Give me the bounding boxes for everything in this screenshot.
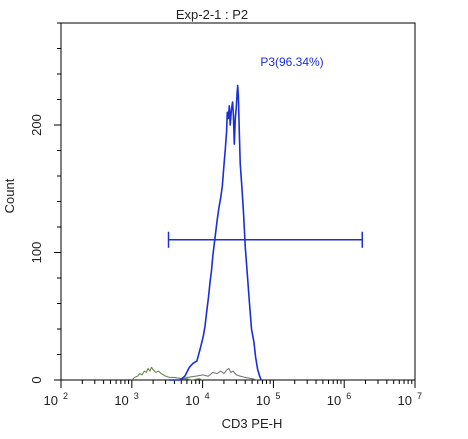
x-tick-label-exponent: 3 <box>134 391 139 401</box>
x-tick-label-base: 10 <box>44 393 58 408</box>
plot-frame <box>60 22 416 381</box>
x-tick-label-exponent: 7 <box>417 391 422 401</box>
y-axis-label: Count <box>2 178 17 213</box>
x-tick-label-base: 10 <box>114 393 128 408</box>
x-axis: 10 2 10 3 10 4 10 5 10 6 10 7 <box>44 380 422 408</box>
x-tick-label-base: 10 <box>256 393 270 408</box>
x-tick-label-exponent: 4 <box>205 391 210 401</box>
x-tick-label-exponent: 5 <box>275 391 280 401</box>
x-axis-label: CD3 PE-H <box>222 416 283 431</box>
series-line <box>168 367 258 381</box>
gate-group: P3(96.34%) <box>167 55 364 248</box>
x-minor-ticks <box>81 380 413 384</box>
series-line <box>168 84 262 381</box>
y-axis: 0 100 200 <box>29 22 61 384</box>
x-tick-label-exponent: 6 <box>346 391 351 401</box>
chart-title: Exp-2-1 : P2 <box>176 7 248 22</box>
x-tick-label-exponent: 2 <box>63 391 68 401</box>
x-tick-label-base: 10 <box>327 393 341 408</box>
y-tick-label: 0 <box>29 376 44 383</box>
x-tick-label-base: 10 <box>185 393 199 408</box>
series-line <box>131 366 203 381</box>
series-group <box>131 84 262 381</box>
gate-label: P3(96.34%) <box>260 55 323 69</box>
x-tick-label-base: 10 <box>398 393 412 408</box>
y-tick-label: 100 <box>29 242 44 264</box>
y-tick-label: 200 <box>29 114 44 136</box>
